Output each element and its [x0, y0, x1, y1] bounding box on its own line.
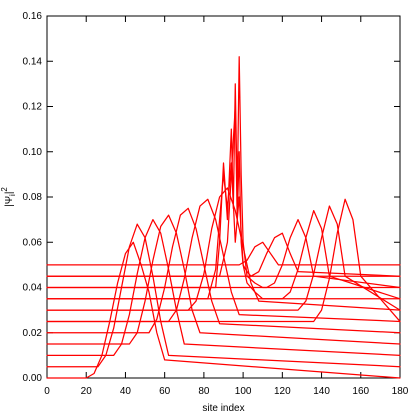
x-tick-label: 140	[313, 386, 330, 397]
x-tick-label: 0	[44, 386, 50, 397]
series-line	[46, 209, 401, 300]
y-axis-ticks: 0.00 0.02 0.04 0.06 0.08 0.10 0.12 0.14 0.16	[23, 11, 400, 384]
y-axis-label-base: |Ψ	[4, 196, 15, 207]
series-line	[46, 187, 401, 311]
series-line	[46, 223, 401, 368]
y-tick-label: 0.12	[23, 102, 43, 113]
series-line	[46, 207, 401, 334]
x-tick-label: 40	[120, 386, 132, 397]
x-tick-label: 60	[159, 386, 171, 397]
series-line	[46, 218, 401, 357]
x-tick-label: 120	[274, 386, 291, 397]
y-tick-label: 0.02	[23, 328, 43, 339]
series-line	[46, 241, 401, 379]
x-tick-label: 80	[198, 386, 210, 397]
y-tick-label: 0.00	[23, 373, 43, 384]
x-axis-label: site index	[202, 403, 244, 414]
y-axis-label-close: |	[4, 192, 15, 195]
svg-text:|Ψi|2: |Ψi|2	[0, 187, 17, 207]
series-lines	[46, 56, 401, 379]
series-line	[46, 198, 401, 323]
x-tick-label: 100	[235, 386, 252, 397]
y-tick-label: 0.10	[23, 147, 43, 158]
y-tick-label: 0.14	[23, 56, 43, 67]
y-tick-label: 0.04	[23, 283, 43, 294]
x-axis-ticks: 0 20 40 60 80 100 120 140 160 180	[44, 16, 409, 397]
y-tick-label: 0.06	[23, 237, 43, 248]
x-tick-label: 180	[392, 386, 409, 397]
series-line	[46, 241, 401, 266]
series-line	[46, 205, 401, 311]
series-line	[46, 218, 401, 289]
y-tick-label: 0.16	[23, 11, 43, 22]
series-line	[46, 162, 401, 300]
series-line	[46, 105, 401, 277]
y-axis-label: |Ψi|2	[0, 187, 17, 207]
y-tick-label: 0.08	[23, 192, 43, 203]
series-line	[46, 232, 401, 277]
y-axis-label-sub: i	[8, 194, 17, 196]
x-tick-label: 20	[81, 386, 93, 397]
y-axis-label-sup: 2	[0, 187, 9, 192]
series-line	[46, 198, 401, 323]
x-tick-label: 160	[352, 386, 369, 397]
series-line	[46, 214, 401, 345]
